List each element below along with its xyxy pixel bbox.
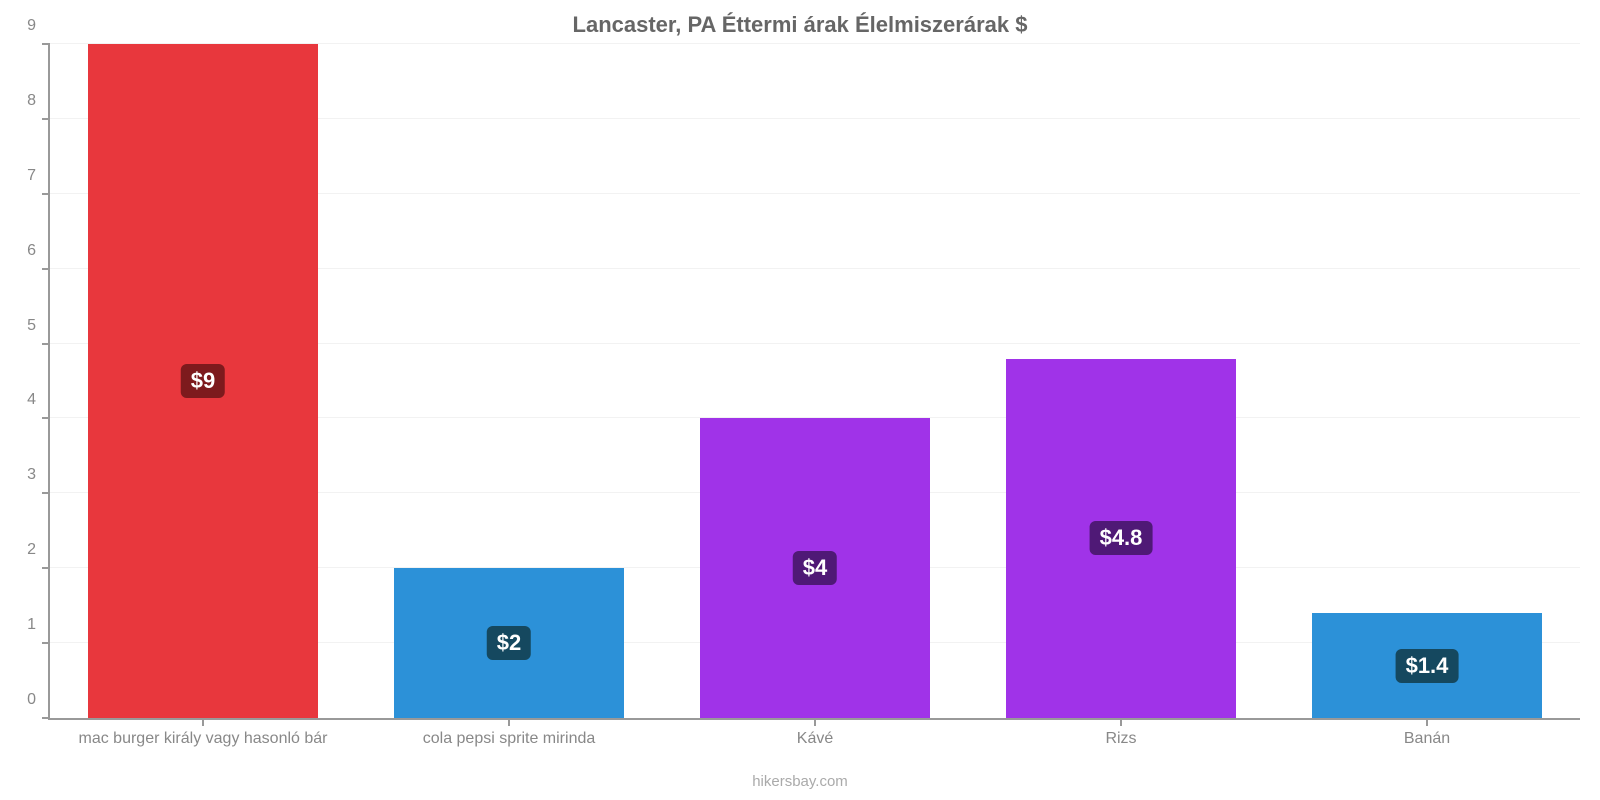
y-tick-label: 0	[27, 691, 36, 709]
y-tick-label: 3	[27, 466, 36, 484]
x-tick-mark	[202, 718, 204, 726]
y-tick-mark	[42, 268, 50, 270]
bar-value-label: $4.8	[1090, 521, 1153, 555]
plot-area: 0123456789$9mac burger király vagy hason…	[48, 44, 1580, 720]
y-tick-label: 9	[27, 17, 36, 35]
y-tick-mark	[42, 417, 50, 419]
y-tick-label: 7	[27, 167, 36, 185]
chart-credit: hikersbay.com	[0, 773, 1600, 790]
bar-value-label: $4	[793, 551, 837, 585]
x-tick-mark	[1426, 718, 1428, 726]
y-tick-mark	[42, 193, 50, 195]
x-tick-label: Banán	[1404, 730, 1450, 748]
y-tick-mark	[42, 717, 50, 719]
y-tick-label: 5	[27, 317, 36, 335]
y-tick-label: 8	[27, 92, 36, 110]
x-tick-label: cola pepsi sprite mirinda	[423, 730, 596, 748]
x-tick-label: mac burger király vagy hasonló bár	[78, 730, 327, 748]
y-tick-label: 2	[27, 541, 36, 559]
chart-title: Lancaster, PA Éttermi árak Élelmiszerára…	[0, 12, 1600, 38]
y-tick-label: 1	[27, 616, 36, 634]
y-tick-mark	[42, 118, 50, 120]
price-bar-chart: Lancaster, PA Éttermi árak Élelmiszerára…	[0, 0, 1600, 800]
bar-value-label: $1.4	[1396, 649, 1459, 683]
y-tick-mark	[42, 43, 50, 45]
x-tick-mark	[508, 718, 510, 726]
x-tick-mark	[814, 718, 816, 726]
y-tick-mark	[42, 567, 50, 569]
y-tick-mark	[42, 343, 50, 345]
y-tick-label: 4	[27, 391, 36, 409]
y-tick-label: 6	[27, 242, 36, 260]
x-tick-label: Kávé	[797, 730, 833, 748]
y-tick-mark	[42, 642, 50, 644]
bar-value-label: $2	[487, 626, 531, 660]
x-tick-label: Rizs	[1105, 730, 1136, 748]
y-tick-mark	[42, 492, 50, 494]
x-tick-mark	[1120, 718, 1122, 726]
bar-value-label: $9	[181, 364, 225, 398]
